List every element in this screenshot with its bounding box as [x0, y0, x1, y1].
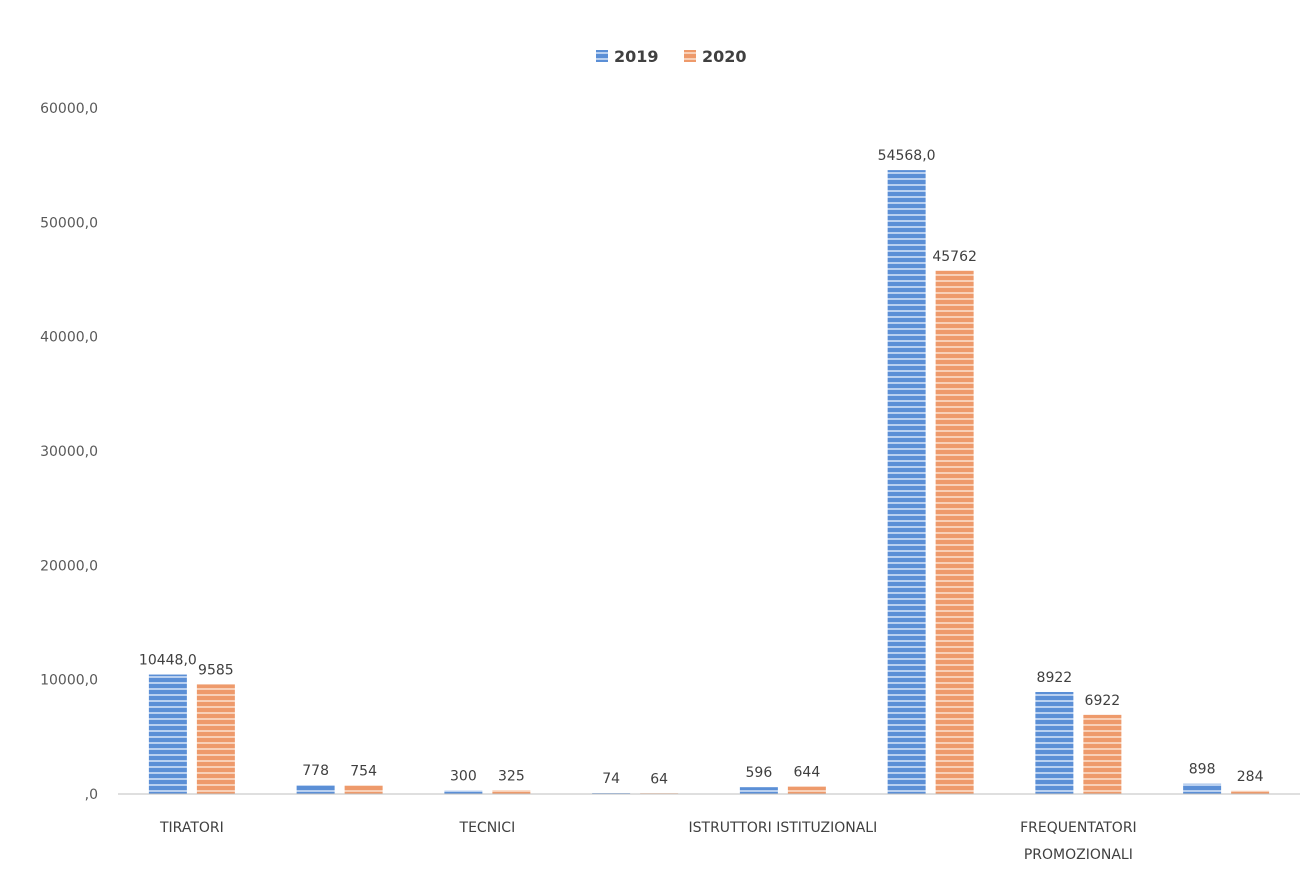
bar-2019	[739, 787, 778, 794]
data-label-2019: 300	[450, 769, 477, 785]
y-tick-label: 60000,0	[40, 101, 98, 117]
bars-group	[148, 170, 1270, 795]
data-label-2020: 64	[650, 771, 668, 787]
y-tick-label: 40000,0	[40, 330, 98, 346]
bar-2020	[935, 270, 974, 794]
x-tick-label: PROMOZIONALI	[1024, 847, 1133, 863]
y-tick-label: 10000,0	[40, 673, 98, 689]
bar-2020	[344, 785, 383, 794]
data-label-2020: 284	[1237, 769, 1264, 785]
bar-2020	[1231, 790, 1270, 794]
legend-label-2019: 2019	[614, 47, 659, 66]
data-label-2020: 754	[350, 763, 377, 779]
data-label-2019: 778	[302, 763, 329, 779]
y-axis: ,0 10000,0 20000,0 30000,0 40000,0 50000,0 600…	[40, 101, 98, 803]
legend-swatch-2020	[684, 50, 696, 62]
bar-2020	[787, 786, 826, 794]
x-tick-label: FREQUENTATORI	[1020, 820, 1137, 836]
bar-2019	[296, 785, 335, 794]
data-label-2019: 74	[602, 771, 620, 787]
data-label-2019: 898	[1189, 762, 1216, 778]
data-label-2020: 644	[794, 765, 821, 781]
data-label-2019: 54568,0	[878, 148, 936, 164]
data-label-2020: 9585	[198, 662, 234, 678]
bar-2020	[492, 790, 531, 794]
data-label-2019: 10448,0	[139, 653, 197, 669]
data-label-2020: 325	[498, 768, 525, 784]
bar-2019	[444, 790, 483, 794]
legend-label-2020: 2020	[702, 47, 747, 66]
y-tick-label: 20000,0	[40, 558, 98, 574]
legend-swatch-2019	[596, 50, 608, 62]
x-tick-label: ISTRUTTORI ISTITUZIONALI	[689, 820, 878, 836]
x-tick-label: TECNICI	[459, 820, 516, 836]
bar-2020	[196, 684, 235, 794]
data-label-2019: 596	[746, 765, 773, 781]
y-tick-label: 30000,0	[40, 444, 98, 460]
bar-2019	[148, 674, 187, 794]
y-tick-label: 50000,0	[40, 215, 98, 231]
y-tick-label: ,0	[85, 787, 98, 803]
x-tick-label: TIRATORI	[159, 820, 224, 836]
bar-2020	[1083, 714, 1122, 794]
data-label-2019: 8922	[1037, 670, 1073, 686]
data-label-2020: 6922	[1085, 693, 1121, 709]
bar-2019	[887, 170, 926, 795]
bar-2019	[1183, 783, 1222, 794]
x-axis: TIRATORI TECNICI ISTRUTTORI ISTITUZIONALI F…	[118, 793, 1300, 863]
bar-2019	[1035, 691, 1074, 794]
data-label-2020: 45762	[932, 249, 977, 265]
legend: 2019 2020	[596, 47, 747, 66]
